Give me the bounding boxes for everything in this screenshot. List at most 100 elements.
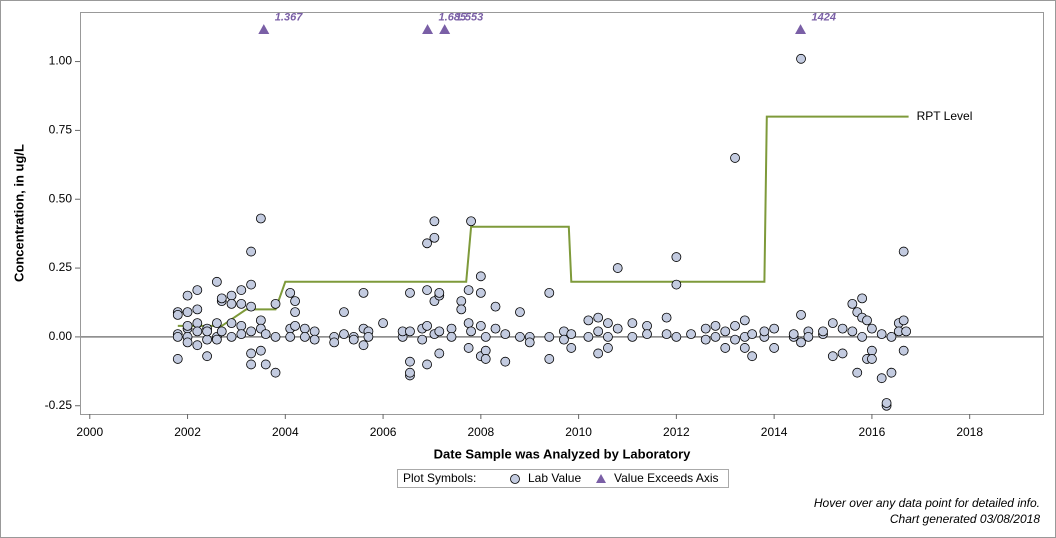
lab-value-point[interactable] (720, 343, 731, 353)
lab-value-point[interactable] (172, 354, 183, 364)
lab-value-point[interactable] (583, 315, 594, 326)
lab-value-point[interactable] (867, 354, 877, 364)
lab-value-point[interactable] (182, 307, 193, 318)
exceeds-marker[interactable] (795, 24, 807, 35)
lab-value-point[interactable] (671, 279, 682, 290)
lab-value-point[interactable] (671, 332, 682, 342)
lab-value-point[interactable] (661, 329, 672, 340)
lab-value-point[interactable] (803, 332, 814, 342)
lab-value-point[interactable] (671, 252, 682, 262)
lab-value-point[interactable] (747, 351, 758, 362)
lab-value-point[interactable] (260, 359, 271, 370)
lab-value-point[interactable] (898, 246, 909, 257)
lab-value-point[interactable] (901, 326, 912, 337)
lab-value-point[interactable] (417, 334, 428, 345)
lab-value-point[interactable] (211, 276, 222, 287)
lab-value-point[interactable] (299, 332, 310, 342)
lab-value-point[interactable] (290, 307, 300, 318)
lab-value-point[interactable] (405, 367, 415, 378)
lab-value-point[interactable] (769, 343, 780, 353)
lab-value-point[interactable] (236, 329, 247, 340)
lab-value-point[interactable] (466, 326, 476, 337)
lab-value-point[interactable] (309, 334, 320, 345)
lab-value-point[interactable] (270, 332, 281, 342)
lab-value-point[interactable] (720, 326, 731, 337)
lab-value-point[interactable] (827, 351, 838, 362)
lab-value-point[interactable] (260, 329, 271, 340)
lab-value-point[interactable] (434, 348, 445, 359)
exceeds-marker[interactable] (422, 24, 434, 35)
lab-value-point[interactable] (593, 326, 604, 337)
lab-value-point[interactable] (246, 326, 256, 337)
lab-value-point[interactable] (857, 293, 868, 304)
lab-value-point[interactable] (270, 367, 281, 378)
lab-value-point[interactable] (339, 307, 349, 318)
lab-value-point[interactable] (226, 298, 237, 309)
lab-value-point[interactable] (730, 153, 740, 163)
lab-value-point[interactable] (515, 307, 525, 318)
lab-value-point[interactable] (566, 343, 577, 353)
lab-value-point[interactable] (886, 367, 897, 378)
lab-value-point[interactable] (642, 320, 652, 331)
lab-value-point[interactable] (202, 351, 212, 362)
lab-value-point[interactable] (192, 326, 203, 337)
lab-value-point[interactable] (429, 232, 440, 243)
lab-value-point[interactable] (211, 318, 222, 329)
lab-value-point[interactable] (837, 323, 848, 334)
lab-value-point[interactable] (255, 315, 266, 326)
lab-value-point[interactable] (627, 318, 638, 329)
lab-value-point[interactable] (881, 398, 892, 408)
lab-value-point[interactable] (796, 53, 806, 64)
lab-value-point[interactable] (862, 315, 872, 326)
lab-value-point[interactable] (182, 290, 193, 301)
lab-value-point[interactable] (463, 285, 474, 295)
lab-value-point[interactable] (339, 329, 349, 340)
lab-value-point[interactable] (246, 279, 256, 290)
lab-value-point[interactable] (182, 320, 193, 331)
lab-value-point[interactable] (710, 320, 721, 331)
lab-value-point[interactable] (739, 315, 750, 326)
lab-value-point[interactable] (612, 323, 623, 334)
lab-value-point[interactable] (172, 309, 183, 320)
lab-value-point[interactable] (255, 213, 266, 224)
lab-value-point[interactable] (246, 301, 256, 312)
lab-value-point[interactable] (475, 287, 486, 298)
lab-value-point[interactable] (796, 337, 806, 348)
lab-value-point[interactable] (192, 318, 203, 329)
lab-value-point[interactable] (405, 326, 415, 337)
lab-value-point[interactable] (837, 348, 848, 359)
lab-value-point[interactable] (730, 320, 740, 331)
lab-value-point[interactable] (466, 216, 476, 227)
lab-value-point[interactable] (216, 293, 227, 304)
lab-value-point[interactable] (710, 332, 721, 342)
exceeds-marker[interactable] (258, 24, 270, 35)
lab-value-point[interactable] (309, 326, 320, 337)
lab-value-point[interactable] (847, 326, 858, 337)
lab-value-point[interactable] (434, 326, 445, 337)
lab-value-point[interactable] (876, 373, 887, 384)
lab-value-point[interactable] (612, 263, 623, 273)
lab-value-point[interactable] (182, 337, 193, 348)
lab-value-point[interactable] (422, 238, 432, 249)
lab-value-point[interactable] (192, 340, 203, 351)
lab-value-point[interactable] (246, 246, 256, 257)
lab-value-point[interactable] (500, 356, 511, 367)
lab-value-point[interactable] (583, 332, 594, 342)
lab-value-point[interactable] (434, 287, 445, 298)
lab-value-point[interactable] (405, 287, 415, 298)
lab-value-point[interactable] (876, 329, 887, 340)
lab-value-point[interactable] (593, 312, 604, 323)
lab-value-point[interactable] (603, 343, 613, 353)
lab-value-point[interactable] (730, 334, 740, 345)
lab-value-point[interactable] (202, 334, 212, 345)
lab-value-point[interactable] (290, 320, 300, 331)
lab-value-point[interactable] (475, 271, 486, 282)
lab-value-point[interactable] (270, 298, 281, 309)
lab-value-point[interactable] (299, 323, 310, 334)
lab-value-point[interactable] (559, 334, 569, 345)
lab-value-point[interactable] (405, 356, 415, 367)
lab-value-point[interactable] (867, 345, 877, 356)
lab-value-point[interactable] (211, 334, 222, 345)
lab-value-point[interactable] (852, 367, 863, 378)
lab-value-point[interactable] (255, 345, 266, 356)
